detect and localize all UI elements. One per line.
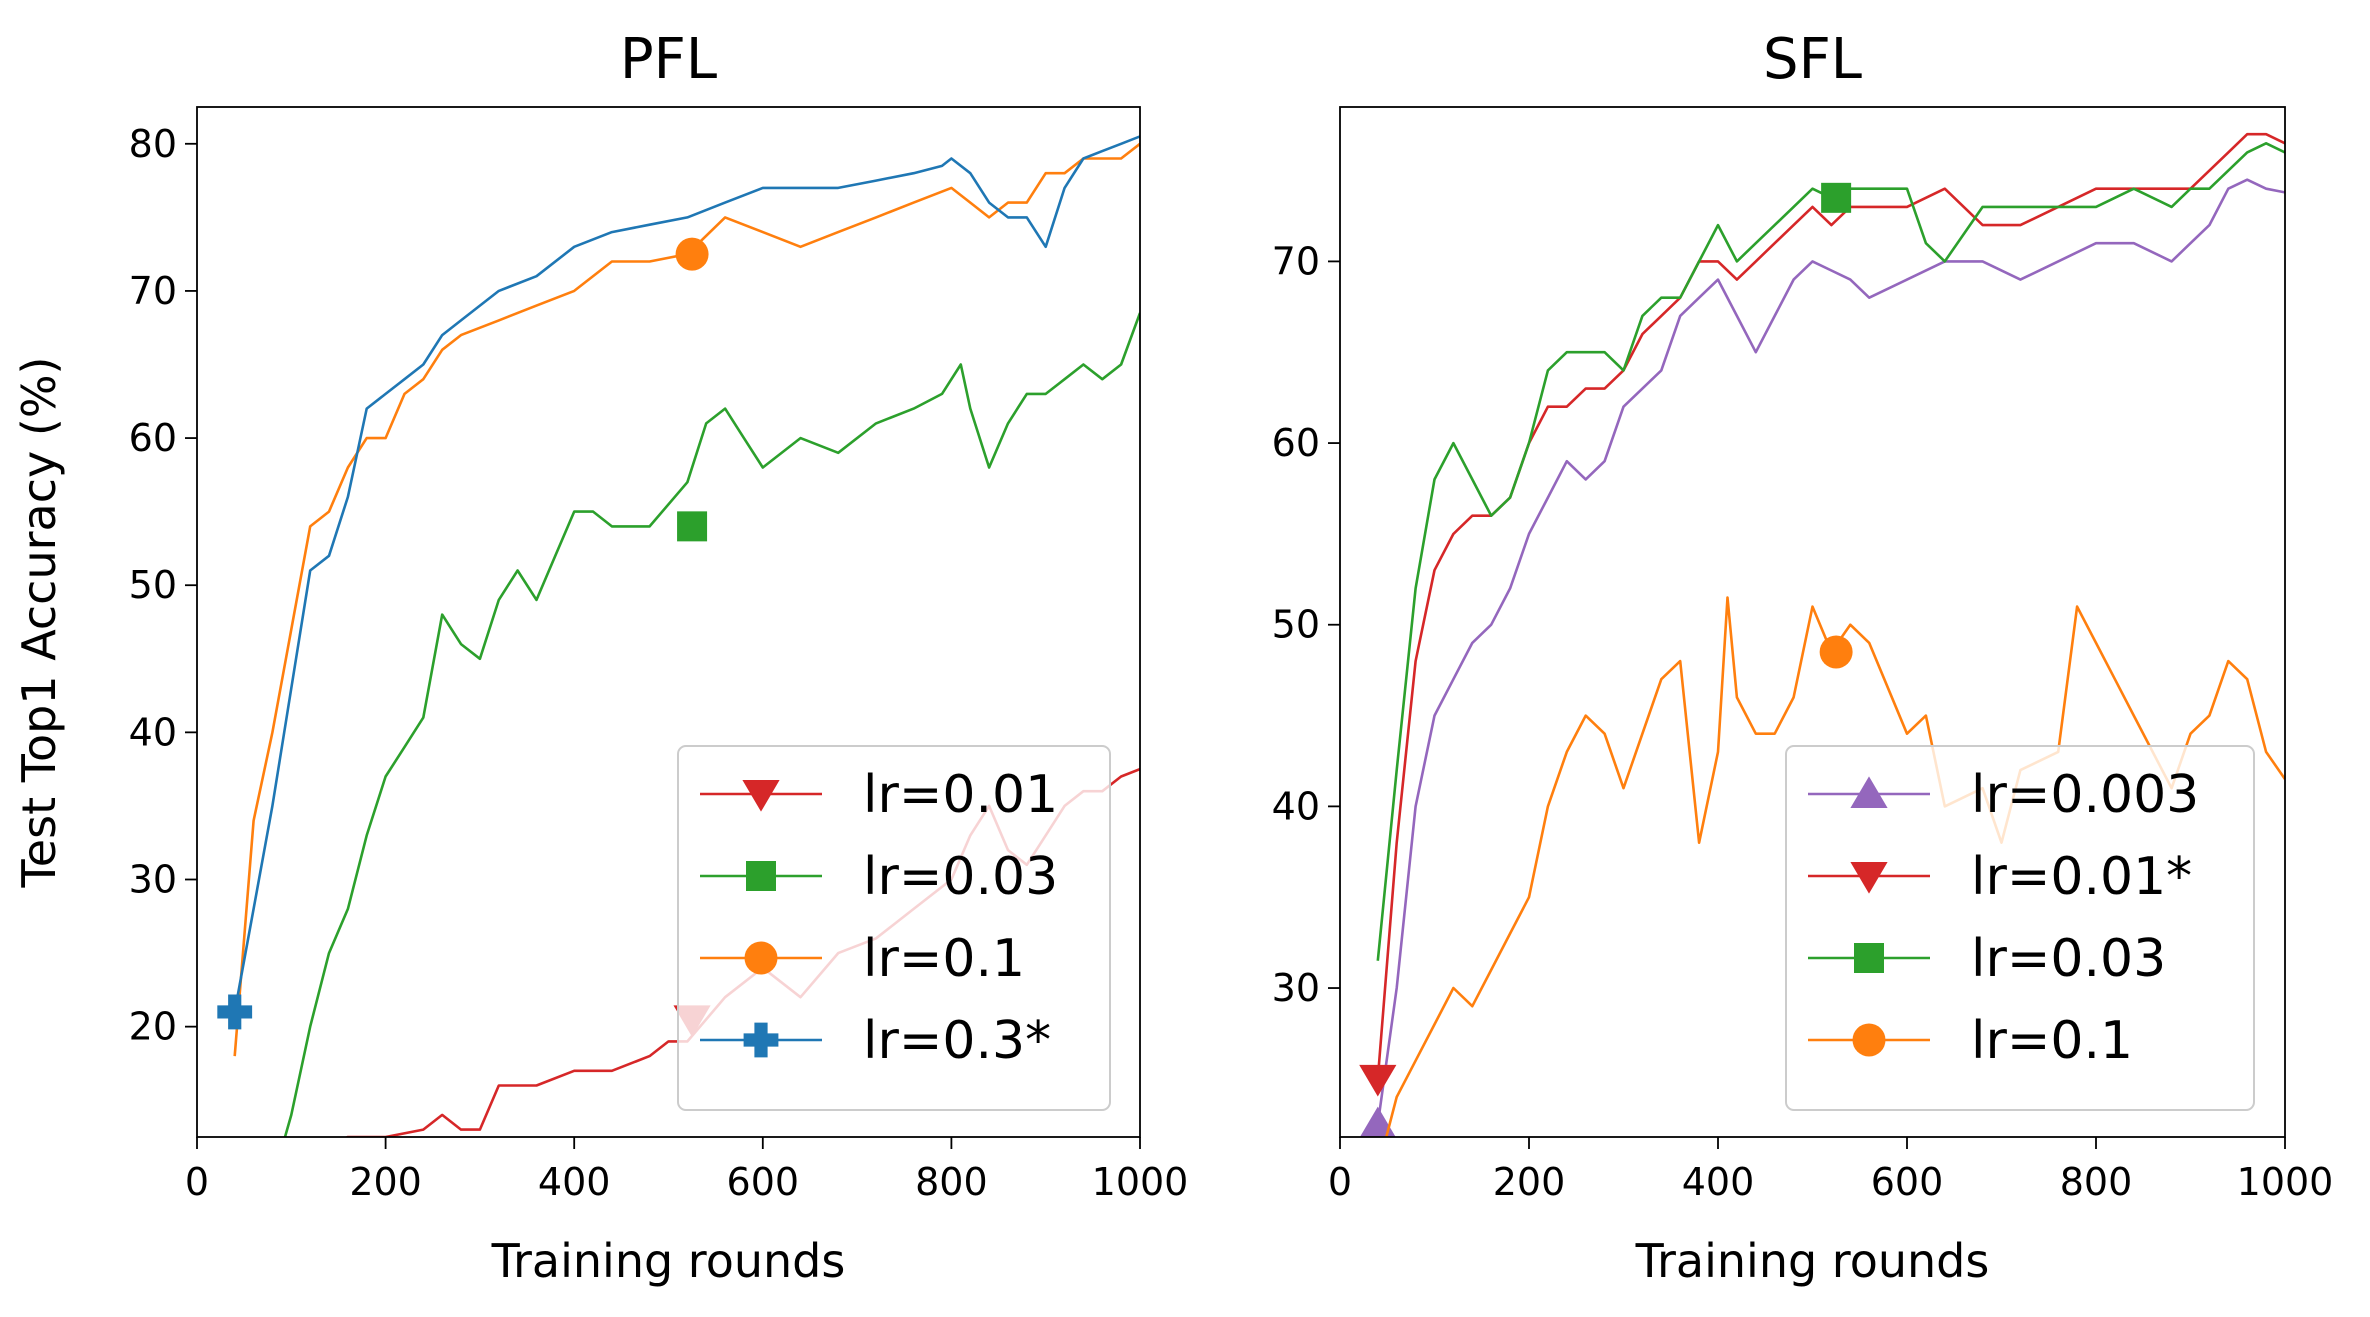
legend-item-lr-0-03: lr=0.03: [700, 847, 1058, 907]
x-tick-label: 1000: [1092, 1160, 1189, 1204]
y-tick-label: 70: [129, 269, 177, 313]
series-marker-lr-0-01: [1359, 1064, 1397, 1097]
x-tick-label: 400: [1682, 1160, 1755, 1204]
legend-item-lr-0-003: lr=0.003: [1808, 765, 2199, 825]
x-axis-label: Training rounds: [491, 1234, 846, 1288]
x-tick-label: 0: [1328, 1160, 1352, 1204]
series-marker-lr-0-3: [217, 994, 253, 1030]
series-line-lr-0-1: [1384, 596, 2285, 1137]
y-tick-label: 60: [1272, 421, 1320, 465]
legend-marker: [744, 941, 778, 975]
x-tick-label: 0: [185, 1160, 209, 1204]
chart-sfl: 0 200 400 600 800 1000 30 40 50 60 70 SFL Training r…: [1272, 27, 2334, 1288]
legend-item-lr-0-1: lr=0.1: [1808, 1011, 2133, 1071]
legend: lr=0.01 lr=0.03 lr=0.1 lr=0.3*: [677, 745, 1111, 1111]
y-tick-label: 40: [1272, 784, 1320, 828]
legend-item-lr-0-01: lr=0.01: [700, 765, 1058, 825]
x-tick-label: 800: [2060, 1160, 2133, 1204]
legend-item-lr-0-01: lr=0.01*: [1808, 847, 2192, 907]
series-marker-lr-0-03: [1821, 182, 1852, 213]
legend-label: lr=0.01: [863, 765, 1058, 825]
legend-marker: [1852, 1023, 1886, 1057]
x-tick-label: 800: [915, 1160, 988, 1204]
x-tick-label: 200: [1493, 1160, 1566, 1204]
chart-pfl: 0 200 400 600 800 1000 20 30 40 50 60 70 80 PFL Traini…: [12, 27, 1188, 1288]
legend-item-lr-0-3: lr=0.3*: [700, 1011, 1051, 1071]
plot-area: [1359, 132, 2285, 1137]
legend-label: lr=0.03: [1971, 929, 2166, 989]
axes-frame: [1339, 106, 2286, 1138]
legend-label: lr=0.3*: [863, 1011, 1051, 1071]
x-tick-label: 200: [349, 1160, 422, 1204]
y-tick-label: 50: [129, 563, 177, 607]
legend-marker: [1850, 776, 1888, 808]
y-tick-label: 30: [129, 858, 177, 902]
series-line-lr-0-1: [233, 142, 1140, 1057]
axes-frame: [196, 106, 1141, 1138]
legend-marker: [1850, 862, 1888, 894]
legend-marker: [1854, 943, 1884, 973]
x-tick-label: 400: [538, 1160, 611, 1204]
legend-label: lr=0.01*: [1971, 847, 2192, 907]
y-axis-label: Test Top1 Accuracy (%): [12, 357, 66, 889]
y-tick-label: 80: [129, 122, 177, 166]
x-tick-label: 1000: [2237, 1160, 2334, 1204]
series-line-lr-0-03: [283, 312, 1140, 1137]
series-line-lr-0-003: [1376, 178, 2285, 1125]
series-marker-lr-0-003: [1359, 1106, 1396, 1137]
legend: lr=0.003 lr=0.01* lr=0.03 lr=0.1: [1785, 745, 2255, 1111]
legend-label: lr=0.03: [863, 847, 1058, 907]
y-tick-label: 40: [129, 710, 177, 754]
legend-item-lr-0-1: lr=0.1: [700, 929, 1025, 989]
legend-label: lr=0.1: [1971, 1011, 2133, 1071]
legend-frame: [677, 745, 1111, 1111]
y-tick-label: 60: [129, 416, 177, 460]
series-line-lr-0-3: [233, 135, 1140, 1013]
y-tick-label: 30: [1272, 966, 1320, 1010]
chart-title: PFL: [620, 27, 717, 92]
legend-item-lr-0-03: lr=0.03: [1808, 929, 2166, 989]
x-axis-label: Training rounds: [1635, 1234, 1990, 1288]
y-tick-label: 50: [1272, 603, 1320, 647]
legend-label: lr=0.1: [863, 929, 1025, 989]
legend-label: lr=0.003: [1971, 765, 2199, 825]
y-tick-label: 70: [1272, 239, 1320, 283]
series-line-lr-0-03: [1376, 142, 2285, 961]
legend-marker: [743, 1022, 779, 1058]
legend-frame: [1785, 745, 2255, 1111]
chart-title: SFL: [1763, 27, 1862, 92]
y-tick-label: 20: [129, 1005, 177, 1049]
x-tick-label: 600: [1871, 1160, 1944, 1204]
series-marker-lr-0-03: [677, 511, 708, 542]
legend-marker: [746, 861, 776, 891]
x-tick-label: 600: [727, 1160, 800, 1204]
series-marker-lr-0-1: [675, 237, 709, 271]
legend-marker: [742, 780, 780, 812]
series-marker-lr-0-1: [1819, 635, 1853, 669]
